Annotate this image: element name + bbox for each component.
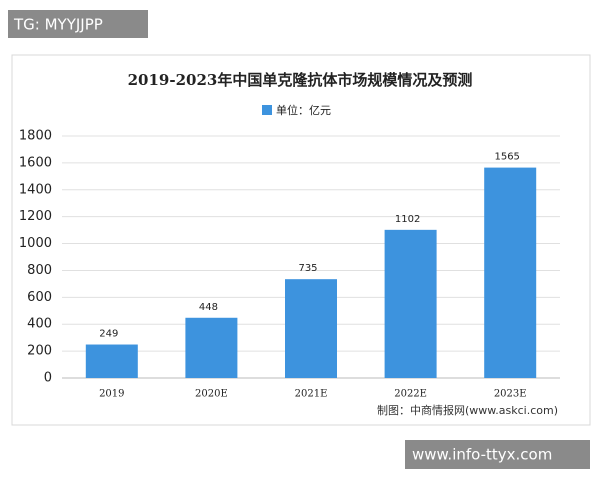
y-tick-label: 1600 (19, 155, 52, 170)
value-label: 249 (99, 329, 118, 340)
y-tick-label: 1400 (19, 182, 52, 197)
legend-label: 单位：亿元 (276, 103, 331, 117)
legend-swatch (262, 105, 272, 115)
chart-title: 2019-2023年中国单克隆抗体市场规模情况及预测 (128, 71, 473, 89)
x-tick-label: 2022E (394, 389, 427, 400)
y-tick-label: 1800 (19, 129, 52, 144)
source-note: 制图：中商情报网(www.askci.com) (377, 403, 558, 417)
y-tick-label: 600 (27, 290, 52, 305)
x-tick-label: 2019 (99, 389, 124, 400)
value-label: 1565 (494, 152, 519, 163)
watermark-box (405, 440, 590, 469)
y-tick-label: 1200 (19, 209, 52, 224)
bar (285, 279, 337, 378)
value-label: 1102 (395, 214, 420, 225)
x-tick-label: 2020E (195, 389, 228, 400)
bar (185, 317, 238, 378)
bar (384, 229, 437, 378)
value-label: 448 (199, 302, 218, 313)
y-tick-label: 400 (27, 317, 52, 332)
y-tick-label: 1000 (19, 236, 52, 251)
y-tick-label: 200 (27, 344, 52, 359)
value-label: 735 (298, 263, 317, 274)
watermark-text: TG: MYYJJPP (13, 16, 103, 34)
bar (484, 167, 537, 378)
bar (85, 344, 138, 378)
x-tick-label: 2023E (494, 389, 527, 400)
x-tick-label: 2021E (295, 389, 328, 400)
y-tick-label: 800 (27, 263, 52, 278)
y-tick-label: 0 (44, 371, 52, 386)
watermark-box (8, 10, 148, 38)
watermark-text: www.info-ttyx.com (412, 446, 552, 464)
